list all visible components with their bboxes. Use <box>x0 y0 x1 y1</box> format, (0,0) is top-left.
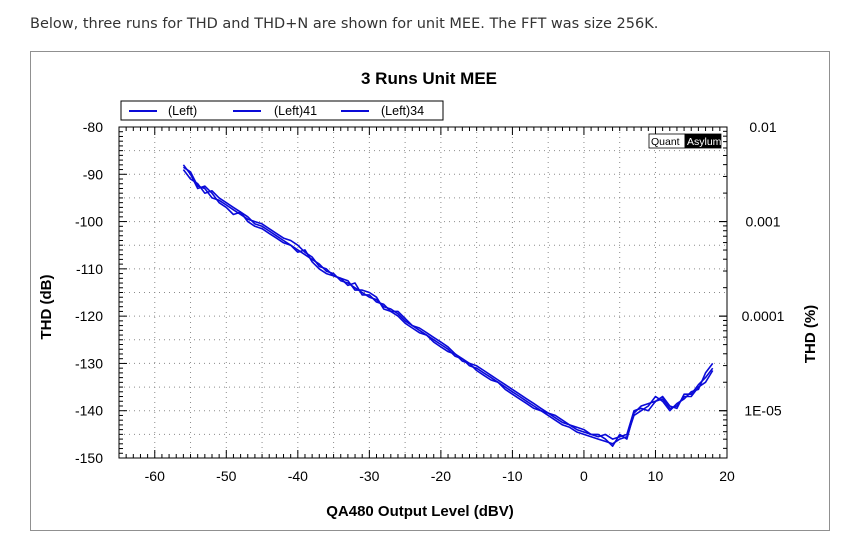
plot-border <box>118 126 728 459</box>
x-tick-label: 10 <box>648 468 664 484</box>
y-tick-label: -150 <box>75 450 103 466</box>
legend-label-left41: (Left)41 <box>274 104 317 118</box>
y2-tick-labels: 0.01 0.001 0.0001 1E-05 <box>742 119 785 419</box>
y-tick-label: -90 <box>83 166 103 182</box>
x-tick-label: -30 <box>359 468 379 484</box>
y2-tick-label: 0.01 <box>749 119 776 135</box>
x-tick-label: -50 <box>216 468 236 484</box>
legend-label-left: (Left) <box>168 104 197 118</box>
grid <box>119 127 727 458</box>
x-tick-label: 0 <box>580 468 588 484</box>
y-tick-label: -120 <box>75 308 103 324</box>
caption: Below, three runs for THD and THD+N are … <box>30 16 659 32</box>
series-line-2 <box>182 166 714 447</box>
y2-tick-label: 0.0001 <box>742 308 785 324</box>
y-tick-label: -110 <box>76 261 103 277</box>
chart-title: 3 Runs Unit MEE <box>361 69 497 88</box>
y-tick-label: -130 <box>75 355 103 371</box>
y-tick-label: -80 <box>83 119 103 135</box>
series-line-1 <box>182 164 714 445</box>
y-axis-title: THD (dB) <box>38 275 55 340</box>
x-tick-label: -60 <box>145 468 165 484</box>
x-tick-label: -20 <box>431 468 451 484</box>
quantasylum-logo: Quant Asylum <box>648 133 722 149</box>
series-line-0 <box>182 169 714 440</box>
y2-tick-label: 1E-05 <box>744 403 782 419</box>
minor-ticks <box>118 126 728 459</box>
legend: (Left) (Left)41 (Left)34 <box>120 100 444 121</box>
series-layer <box>182 164 714 447</box>
y2-axis-title: THD (%) <box>802 305 819 363</box>
x-tick-label: 20 <box>719 468 735 484</box>
thd-chart: 3 Runs Unit MEE -60 -50 -40 -30 -20 -10 0 10 20 … <box>38 69 819 520</box>
logo-text-quant: Quant <box>651 136 680 148</box>
y2-tick-label: 0.001 <box>745 214 780 230</box>
y-tick-labels: -80 -90 -100 -110 -120 -130 -140 -150 <box>75 119 103 466</box>
y-tick-label: -140 <box>75 403 103 419</box>
x-tick-labels: -60 -50 -40 -30 -20 -10 0 10 20 <box>145 468 735 484</box>
x-tick-label: -40 <box>288 468 308 484</box>
chart-frame: 3 Runs Unit MEE -60 -50 -40 -30 -20 -10 0 10 20 … <box>30 51 830 531</box>
x-tick-label: -10 <box>502 468 522 484</box>
legend-box <box>120 100 444 121</box>
x-axis-title: QA480 Output Level (dBV) <box>326 503 514 520</box>
y-tick-label: -100 <box>75 214 103 230</box>
logo-text-asylum: Asylum <box>687 136 722 148</box>
legend-label-left34: (Left)34 <box>381 104 424 118</box>
